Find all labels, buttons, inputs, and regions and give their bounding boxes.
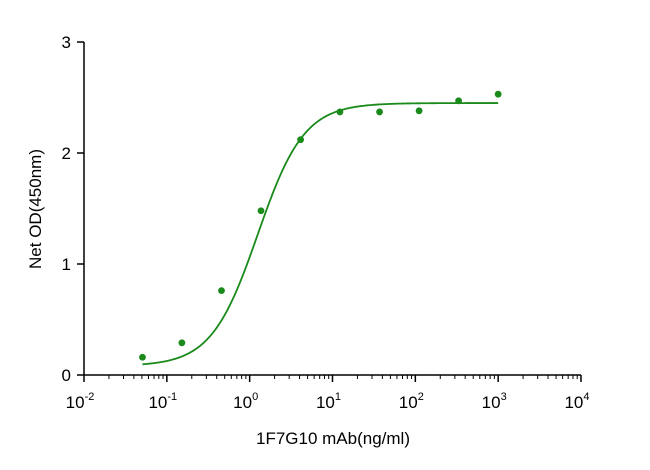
y-tick-label: 0	[62, 366, 71, 385]
x-tick-label: 10-1	[148, 391, 177, 412]
y-axis: 0 1 2 3	[62, 33, 85, 385]
data-point	[139, 353, 146, 361]
data-point	[376, 108, 383, 116]
x-axis: 10-2 10-1 100 101 102 103 104	[66, 374, 590, 412]
data-point	[257, 207, 265, 215]
data-point	[218, 287, 225, 295]
data-point	[178, 339, 186, 347]
data-point	[336, 108, 344, 116]
data-point	[415, 107, 423, 115]
x-tick-label: 101	[316, 391, 341, 412]
x-tick-label: 103	[482, 391, 507, 412]
x-tick-label: 102	[399, 391, 424, 412]
data-point	[455, 97, 463, 105]
data-points-layer	[139, 90, 502, 361]
x-axis-title: 1F7G10 mAb(ng/ml)	[256, 429, 410, 448]
y-axis-title: Net OD(450nm)	[26, 149, 45, 269]
fit-curve-layer	[142, 102, 499, 366]
x-tick-label: 10-2	[66, 391, 95, 412]
fit-curve-line	[142, 102, 499, 366]
x-tick-label: 100	[233, 391, 258, 412]
x-tick-label: 104	[564, 391, 589, 412]
y-tick-label: 1	[62, 255, 71, 274]
y-tick-label: 2	[62, 144, 71, 163]
y-tick-label: 3	[62, 33, 71, 52]
data-point	[494, 90, 502, 98]
data-point	[297, 136, 305, 144]
